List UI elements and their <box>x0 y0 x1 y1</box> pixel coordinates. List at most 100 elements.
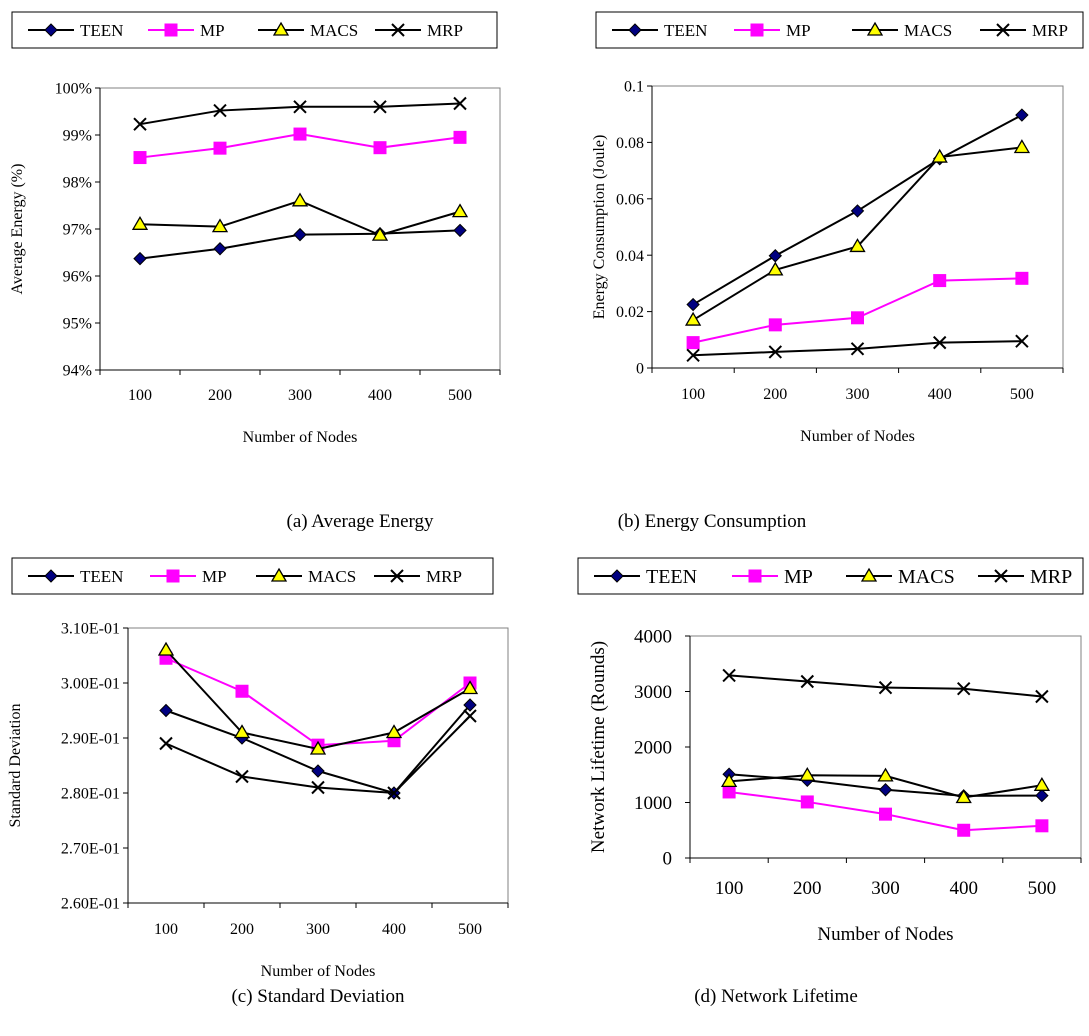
data-point-macs <box>385 724 403 739</box>
data-point-macs <box>877 767 894 782</box>
y-tick-label: 3.00E-01 <box>61 676 120 693</box>
data-point-macs <box>684 311 702 326</box>
series-line-macs <box>692 146 1023 321</box>
legend-marker-teen <box>44 23 58 37</box>
legend: TEEN MP MACS MRP <box>11 557 494 595</box>
data-point-mrp <box>878 680 893 695</box>
series-mrp <box>686 334 1029 363</box>
y-axis-title: Standard Deviation <box>7 704 24 828</box>
legend-marker-mp <box>750 23 764 37</box>
x-tick-label: 300 <box>306 921 330 938</box>
data-point-macs <box>233 724 251 739</box>
legend-label-teen: TEEN <box>664 21 707 40</box>
data-point-teen <box>293 227 307 242</box>
x-axis-title: Number of Nodes <box>800 428 915 445</box>
x-tick-label: 200 <box>793 878 822 899</box>
legend-label-macs: MACS <box>310 21 358 40</box>
data-point-macs <box>955 789 972 804</box>
data-point-mrp <box>1035 689 1049 704</box>
legend-label-mp: MP <box>786 21 811 40</box>
data-point-macs <box>767 261 784 276</box>
x-tick-label: 500 <box>1010 386 1034 403</box>
data-point-mrp <box>311 780 325 795</box>
data-point-mrp <box>235 769 249 784</box>
data-point-mp <box>800 795 814 809</box>
data-point-mrp <box>387 786 401 800</box>
data-point-macs <box>451 203 469 218</box>
chart-caption: (c) Standard Deviation <box>231 986 405 1007</box>
y-tick-label: 98% <box>63 175 92 192</box>
data-point-teen <box>213 242 227 256</box>
x-tick-label: 400 <box>928 386 952 403</box>
data-point-macs <box>291 192 309 207</box>
legend-label-mp: MP <box>202 567 227 586</box>
data-point-mrp <box>850 342 865 356</box>
data-point-teen <box>768 249 783 263</box>
legend-marker-teen <box>44 569 58 583</box>
legend-label-mrp: MRP <box>427 21 463 40</box>
series-line-mp <box>692 277 1022 344</box>
data-point-mrp <box>133 117 147 131</box>
series-mp <box>686 271 1029 350</box>
legend-box <box>11 557 494 595</box>
data-point-macs <box>1033 777 1051 791</box>
x-tick-label: 500 <box>448 387 472 404</box>
series-macs <box>720 767 1051 804</box>
y-tick-label: 99% <box>63 128 92 145</box>
data-point-teen <box>1015 108 1029 122</box>
data-point-macs <box>371 226 389 241</box>
legend-marker-mrp <box>391 23 405 37</box>
legend-marker-macs <box>270 567 288 582</box>
data-point-macs <box>461 680 479 695</box>
data-point-mrp <box>293 100 307 114</box>
y-tick-label: 0 <box>663 849 673 870</box>
y-axis-title: Network Lifetime (Rounds) <box>588 641 609 853</box>
data-point-mp <box>373 141 387 155</box>
x-tick-label: 100 <box>681 386 705 403</box>
data-point-teen <box>1035 788 1049 803</box>
y-tick-label: 3.10E-01 <box>61 621 120 638</box>
y-tick-label: 0.1 <box>624 79 644 96</box>
data-point-teen <box>159 703 173 718</box>
legend-marker-teen <box>628 23 642 37</box>
chart-caption: (b) Energy Consumption <box>618 511 807 532</box>
legend-label-macs: MACS <box>308 567 356 586</box>
legend-marker-macs <box>866 21 884 36</box>
y-tick-label: 2.90E-01 <box>61 731 120 748</box>
data-point-mp <box>768 318 782 332</box>
data-point-macs <box>309 740 327 755</box>
series-line-mrp <box>729 674 1042 698</box>
series-mrp <box>159 709 477 800</box>
x-tick-label: 400 <box>368 387 392 404</box>
series-teen <box>133 223 467 266</box>
x-tick-label: 200 <box>763 386 787 403</box>
y-tick-label: 2.80E-01 <box>61 786 120 803</box>
data-point-teen <box>878 783 893 797</box>
data-point-teen <box>133 251 147 266</box>
x-tick-label: 400 <box>949 878 978 899</box>
data-point-teen <box>453 223 467 238</box>
x-tick-label: 300 <box>871 878 900 899</box>
data-point-teen <box>686 297 700 312</box>
data-point-mrp <box>932 335 947 350</box>
x-tick-label: 100 <box>715 878 744 899</box>
legend-label-mrp: MRP <box>1032 21 1068 40</box>
data-point-teen <box>850 204 865 218</box>
data-point-mrp <box>686 348 700 363</box>
data-point-mp <box>293 127 307 141</box>
data-point-mrp <box>453 96 467 111</box>
series-mp <box>159 651 477 752</box>
y-tick-label: 100% <box>55 81 92 98</box>
y-tick-label: 3000 <box>634 682 672 703</box>
x-tick-label: 200 <box>230 921 254 938</box>
legend-label-macs: MACS <box>898 566 955 588</box>
legend-label-teen: TEEN <box>80 21 123 40</box>
chart-3: TEEN MP MACS MRP 2.60E-01 2.70E-01 2.80E-01 2.9… <box>7 557 509 1007</box>
data-point-mp <box>213 141 227 155</box>
data-point-mrp <box>213 103 227 118</box>
x-tick-label: 100 <box>154 921 178 938</box>
x-tick-label: 300 <box>288 387 312 404</box>
data-point-mp <box>1035 819 1049 833</box>
x-axis-title: Number of Nodes <box>817 924 953 945</box>
